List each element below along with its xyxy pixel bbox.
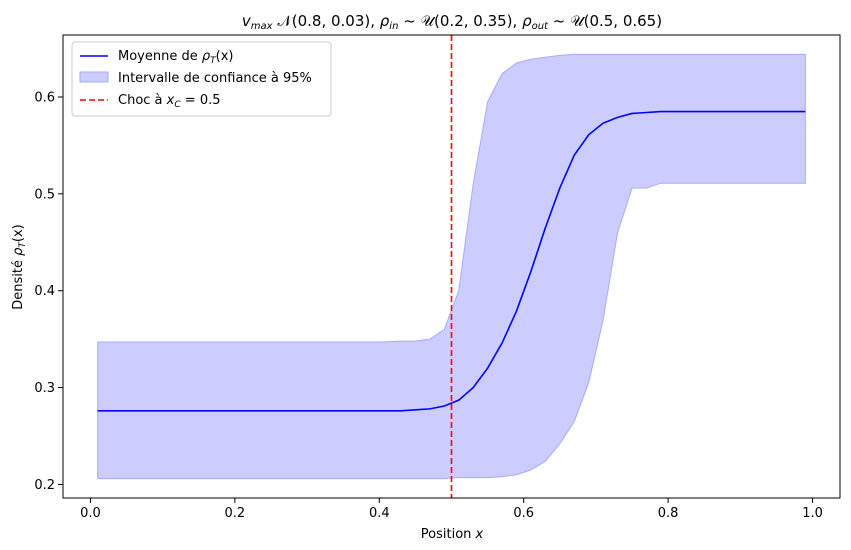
x-tick-label: 0.6 <box>513 506 534 521</box>
chart-title: vmax 𝒩(0.8, 0.03), ρin ~ 𝒰(0.2, 0.35), ρ… <box>242 12 662 32</box>
y-tick-label: 0.6 <box>34 90 55 105</box>
y-axis-label: Densité ρT(x) <box>11 224 28 309</box>
y-tick-label: 0.2 <box>34 478 55 493</box>
legend-label-shock: Choc à xC = 0.5 <box>118 93 221 110</box>
axis-ticks: 0.0 0.2 0.4 0.6 0.8 1.0 0.2 0.3 0.4 0.5 0.6 <box>34 90 823 521</box>
legend-label-mean: Moyenne de ρT(x) <box>118 49 233 66</box>
legend: Moyenne de ρT(x) Intervalle de confiance… <box>71 41 332 117</box>
x-tick-label: 0.4 <box>369 506 390 521</box>
y-tick-label: 0.3 <box>34 381 55 396</box>
legend-label-band: Intervalle de confiance à 95% <box>118 71 312 86</box>
legend-swatch-band <box>79 71 109 83</box>
x-tick-label: 0.0 <box>80 506 101 521</box>
legend-box <box>71 41 332 117</box>
y-tick-label: 0.5 <box>34 187 55 202</box>
x-tick-label: 0.2 <box>225 506 246 521</box>
plot-area <box>97 35 806 498</box>
x-tick-label: 1.0 <box>802 506 823 521</box>
y-tick-label: 0.4 <box>34 284 55 299</box>
x-axis-label: Position x <box>421 527 484 542</box>
plot-content <box>97 35 806 498</box>
x-tick-label: 0.8 <box>658 506 679 521</box>
axes-frame <box>62 34 841 499</box>
confidence-band <box>97 53 806 480</box>
mean-line <box>97 110 806 412</box>
